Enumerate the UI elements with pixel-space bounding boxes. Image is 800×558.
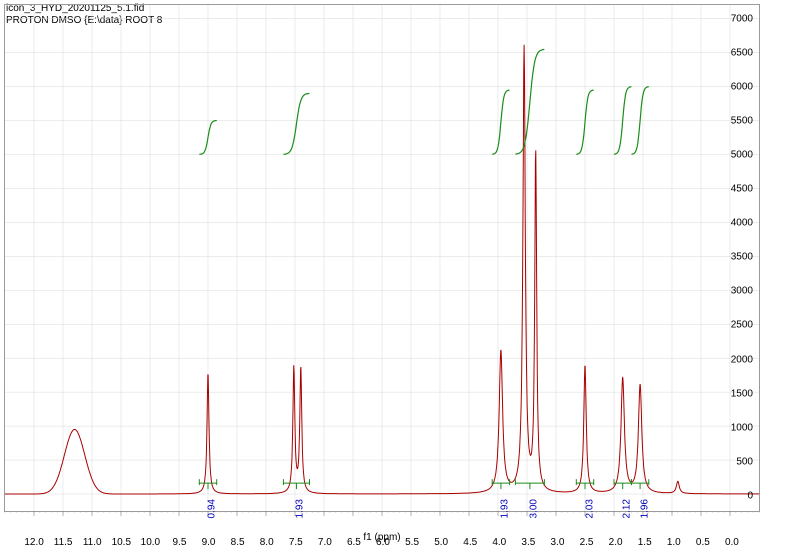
integral-label: 0.94	[206, 499, 217, 518]
y-tick-label: 0	[747, 490, 753, 501]
x-tick-label: 2.5	[580, 537, 594, 548]
y-tick-label: 5500	[731, 115, 753, 126]
x-tick-label: 6.5	[347, 537, 361, 548]
x-tick-label: 9.5	[173, 537, 187, 548]
y-tick-label: 6500	[731, 47, 753, 58]
integral-label: 3.00	[529, 499, 540, 518]
x-tick-label: 0.0	[725, 537, 739, 548]
x-tick-label: 5.5	[405, 537, 419, 548]
y-tick-label: 2000	[731, 354, 753, 365]
y-tick-label: 4500	[731, 184, 753, 195]
x-tick-label: 1.0	[667, 537, 681, 548]
y-tick-label: 1000	[731, 422, 753, 433]
x-tick-label: 0.5	[696, 537, 710, 548]
x-tick-label: 11.5	[54, 537, 73, 548]
x-tick-label: 10.0	[141, 537, 160, 548]
x-tick-label: 4.0	[492, 537, 506, 548]
x-tick-label: 1.5	[638, 537, 652, 548]
integral-label: 1.93	[295, 499, 306, 518]
integral-label: 1.96	[639, 499, 650, 518]
x-tick-label: 9.0	[202, 537, 216, 548]
y-tick-label: 6000	[731, 81, 753, 92]
x-tick-label: 3.5	[521, 537, 535, 548]
x-tick-label: 8.5	[231, 537, 245, 548]
integral-label: 1.93	[500, 499, 511, 518]
spectrum-svg	[5, 5, 759, 511]
y-tick-label: 5000	[731, 150, 753, 161]
x-tick-label: 11.0	[83, 537, 102, 548]
y-tick-label: 4000	[731, 218, 753, 229]
x-tick-label: 10.5	[112, 537, 131, 548]
x-tick-label: 5.0	[434, 537, 448, 548]
x-tick-label: 8.0	[260, 537, 274, 548]
integral-label: 2.12	[622, 499, 633, 518]
y-tick-label: 1500	[731, 388, 753, 399]
integral-label: 2.03	[584, 499, 595, 518]
y-tick-label: 3500	[731, 252, 753, 263]
x-tick-label: 3.0	[551, 537, 565, 548]
x-tick-label: 7.0	[318, 537, 332, 548]
x-tick-label: 4.5	[463, 537, 477, 548]
plot-area: 0 500 1000 1500 2000 2500 3000 3500 4000 4500 5000…	[4, 4, 760, 512]
y-tick-label: 7000	[731, 13, 753, 24]
x-tick-label: 2.0	[609, 537, 623, 548]
x-tick-label: 7.5	[289, 537, 303, 548]
x-axis-title: f1 (ppm)	[363, 532, 400, 543]
x-tick-label: 12.0	[24, 537, 43, 548]
y-tick-label: 500	[736, 456, 753, 467]
y-tick-label: 3000	[731, 286, 753, 297]
y-tick-label: 2500	[731, 320, 753, 331]
